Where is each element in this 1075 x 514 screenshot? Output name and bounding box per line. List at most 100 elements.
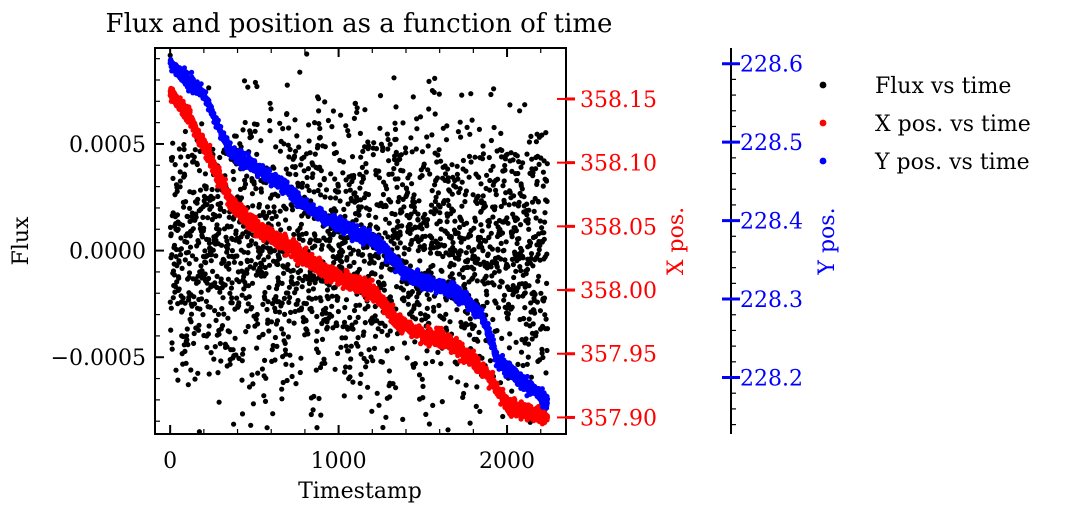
data-point — [498, 240, 504, 246]
data-point — [424, 134, 430, 140]
data-point — [462, 281, 468, 287]
data-point — [482, 203, 488, 209]
data-point — [509, 256, 515, 262]
data-point — [261, 257, 267, 263]
data-point — [375, 326, 381, 332]
data-point — [259, 366, 265, 372]
data-point — [191, 330, 197, 337]
data-point — [243, 308, 250, 314]
data-point — [425, 167, 431, 173]
data-point — [229, 300, 235, 306]
data-point — [486, 154, 492, 161]
data-point — [168, 327, 174, 333]
data-point — [514, 240, 520, 247]
data-point — [338, 344, 344, 350]
data-point — [184, 337, 190, 343]
data-point — [445, 175, 451, 181]
data-point — [239, 358, 245, 364]
data-point — [173, 254, 179, 260]
data-point — [539, 132, 545, 138]
data-point — [422, 233, 428, 239]
data-point — [282, 347, 288, 353]
data-point — [341, 393, 347, 399]
data-point — [332, 176, 338, 182]
data-point — [176, 275, 182, 281]
data-point — [245, 323, 251, 330]
data-point — [353, 319, 359, 325]
data-point — [199, 268, 205, 274]
data-point — [351, 307, 358, 314]
data-point — [391, 241, 397, 247]
data-point — [488, 91, 494, 98]
data-point — [504, 215, 510, 221]
data-point — [177, 184, 183, 190]
data-point — [275, 261, 281, 268]
data-point — [370, 152, 376, 158]
data-point — [284, 377, 290, 384]
data-point — [506, 345, 512, 351]
data-point — [187, 244, 194, 250]
data-point — [206, 371, 212, 377]
data-point — [424, 292, 430, 298]
data-point — [467, 131, 473, 137]
data-point — [518, 349, 525, 355]
data-point — [372, 271, 378, 277]
data-point — [442, 171, 449, 177]
data-point — [236, 300, 242, 306]
data-point — [480, 143, 486, 149]
data-point — [264, 213, 270, 219]
data-point — [342, 213, 348, 219]
data-point — [260, 209, 266, 215]
data-point — [475, 256, 481, 262]
data-point — [394, 245, 400, 251]
data-point — [376, 175, 382, 181]
data-point — [498, 130, 504, 136]
data-point — [419, 376, 425, 382]
data-point — [419, 226, 425, 232]
series-0 — [167, 51, 551, 435]
data-point — [524, 212, 530, 218]
data-point — [279, 386, 285, 392]
data-point — [365, 303, 371, 309]
data-point — [501, 292, 508, 298]
data-point — [371, 140, 377, 146]
data-point — [543, 130, 549, 136]
data-point — [293, 286, 299, 292]
data-point — [468, 91, 474, 97]
data-point — [170, 175, 176, 181]
data-point — [392, 120, 398, 126]
data-point — [345, 201, 351, 207]
data-point — [343, 188, 349, 194]
data-point — [522, 305, 528, 311]
data-point — [225, 315, 231, 321]
data-point — [445, 197, 451, 203]
data-point — [463, 382, 469, 388]
data-point — [422, 246, 428, 252]
data-point — [330, 108, 336, 114]
data-point — [487, 358, 493, 364]
data-point — [292, 164, 298, 170]
data-point — [303, 301, 309, 307]
data-point — [492, 204, 498, 210]
data-point — [182, 348, 188, 354]
data-point — [204, 344, 210, 350]
data-point — [491, 86, 497, 92]
data-point — [517, 222, 524, 228]
data-point — [214, 222, 220, 228]
data-point — [536, 161, 542, 167]
data-point — [289, 207, 296, 213]
data-point — [236, 239, 242, 245]
data-point — [349, 154, 356, 160]
data-point — [397, 232, 403, 238]
data-point — [258, 189, 264, 195]
data-point — [455, 230, 461, 236]
data-point — [510, 193, 517, 199]
data-point — [393, 104, 399, 110]
data-point — [212, 344, 218, 350]
data-point — [505, 220, 511, 226]
data-point — [170, 295, 176, 301]
data-point — [178, 235, 184, 241]
data-point — [258, 138, 264, 144]
data-point — [526, 226, 532, 232]
